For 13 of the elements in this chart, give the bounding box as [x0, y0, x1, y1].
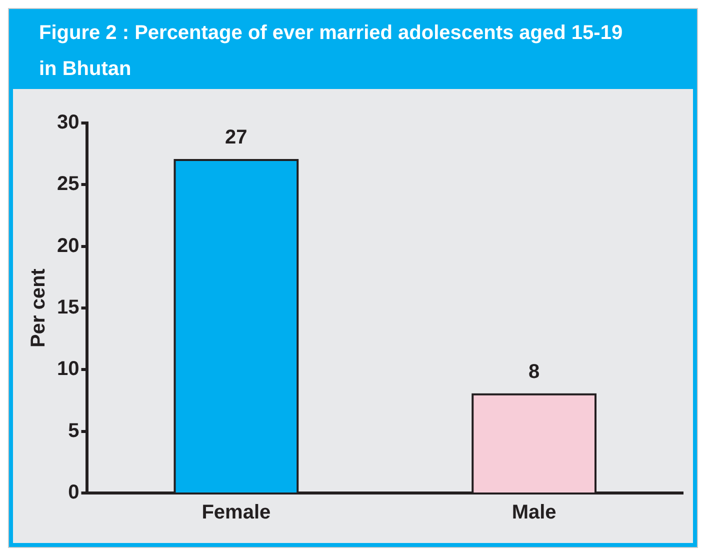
x-tick-label: Male	[512, 502, 556, 524]
data-label: 8	[528, 360, 540, 383]
y-tick-label: 15	[56, 296, 80, 319]
y-axis-title: Per cent	[28, 268, 50, 348]
y-tick-label: 30	[56, 112, 80, 134]
data-label: 27	[225, 126, 248, 149]
y-tick-label: 0	[68, 482, 80, 504]
y-tick-label: 20	[56, 234, 80, 257]
x-tick-label: Female	[202, 502, 271, 524]
y-tick-label: 5	[68, 420, 80, 442]
y-tick-label: 10	[56, 358, 80, 380]
chart-title: Figure 2 : Percentage of ever married adolescents aged 15-19 in Bhutan	[38, 21, 624, 82]
y-tick-label: 25	[56, 173, 80, 196]
